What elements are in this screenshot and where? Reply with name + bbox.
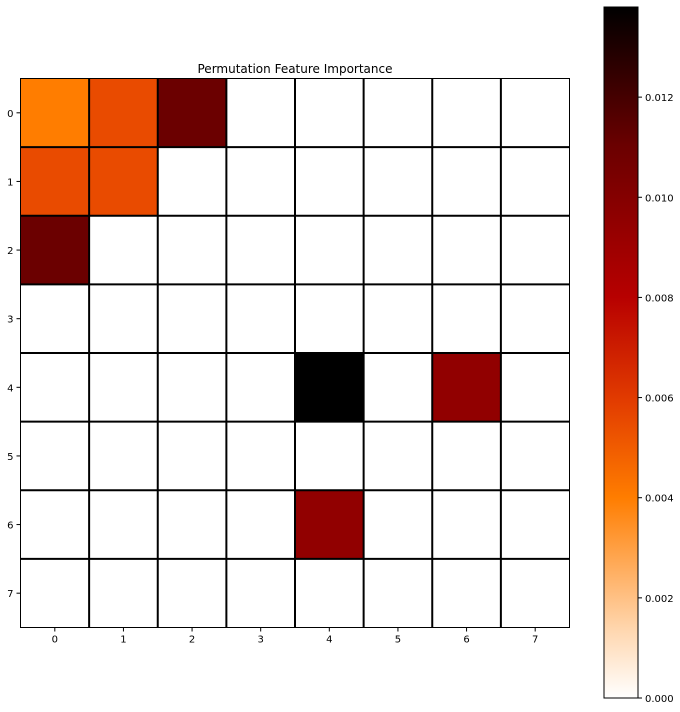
heatmap-cell (432, 558, 501, 628)
heatmap-gridlines (20, 78, 570, 628)
heatmap-cell (500, 78, 570, 148)
x-tick-label: 3 (258, 635, 264, 646)
heatmap-cell (363, 421, 433, 491)
heatmap-cell (89, 284, 158, 353)
heatmap-cell (363, 147, 433, 216)
x-tick-label: 5 (395, 635, 401, 646)
x-tick-label: 1 (120, 635, 126, 646)
heatmap-cell (363, 490, 433, 559)
colorbar-tick-label: 0.008 (645, 293, 674, 304)
heatmap-cell (20, 147, 90, 216)
heatmap-cell (226, 353, 295, 422)
heatmap-cell (157, 353, 227, 422)
heatmap-cell (89, 490, 158, 559)
heatmap-cell (295, 284, 364, 353)
heatmap-cell (226, 215, 295, 285)
heatmap-cell (432, 215, 501, 285)
colorbar-tick-label: 0.004 (645, 494, 674, 505)
heatmap-cell (157, 78, 227, 148)
colorbar-tick-label: 0.006 (645, 394, 674, 405)
x-tick-label: 0 (52, 635, 58, 646)
heatmap-cell (500, 147, 570, 216)
heatmap-cells (20, 78, 570, 628)
heatmap-cell (20, 490, 90, 559)
y-axis: 0 1 2 3 4 5 6 7 (7, 109, 21, 600)
heatmap-cell (157, 558, 227, 628)
heatmap-cell (295, 147, 364, 216)
heatmap-cell (20, 558, 90, 628)
heatmap-cell (295, 490, 364, 559)
heatmap-cell (500, 558, 570, 628)
heatmap-cell (20, 284, 90, 353)
chart-title: Permutation Feature Importance (198, 62, 393, 76)
heatmap-cell (432, 353, 501, 422)
x-tick-label: 7 (532, 635, 538, 646)
y-tick-label: 2 (7, 246, 13, 257)
heatmap-cell (295, 558, 364, 628)
heatmap-cell (157, 490, 227, 559)
y-tick-label: 6 (7, 521, 13, 532)
heatmap-cell (226, 78, 295, 148)
y-tick-label: 1 (7, 177, 13, 188)
heatmap-cell (432, 78, 501, 148)
heatmap-cell (20, 215, 90, 285)
heatmap-cell (157, 147, 227, 216)
colorbar-tick-label: 0.000 (645, 694, 674, 705)
heatmap-cell (432, 490, 501, 559)
heatmap-cell (500, 353, 570, 422)
heatmap-cell (89, 147, 158, 216)
heatmap-cell (500, 215, 570, 285)
heatmap-cell (89, 78, 158, 148)
heatmap-cell (226, 558, 295, 628)
heatmap-cell (363, 215, 433, 285)
y-tick-label: 7 (7, 589, 13, 600)
heatmap-cell (157, 215, 227, 285)
colorbar-tick-label: 0.010 (645, 193, 674, 204)
heatmap-cell (363, 284, 433, 353)
y-tick-label: 4 (7, 383, 13, 394)
heatmap-cell (295, 215, 364, 285)
heatmap-cell (432, 421, 501, 491)
heatmap-cell (89, 421, 158, 491)
colorbar-tick-label: 0.012 (645, 93, 674, 104)
heatmap-cell (500, 490, 570, 559)
x-axis: 0 1 2 3 4 5 6 7 (52, 627, 538, 646)
heatmap-cell (363, 353, 433, 422)
plot-frame (20, 78, 570, 628)
heatmap-cell (157, 421, 227, 491)
heatmap-cell (432, 147, 501, 216)
heatmap-cell (226, 284, 295, 353)
heatmap-cell (295, 353, 364, 422)
heatmap-cell (157, 284, 227, 353)
heatmap-cell (89, 353, 158, 422)
colorbar-tick-label: 0.002 (645, 594, 674, 605)
x-tick-label: 2 (189, 635, 195, 646)
heatmap-cell (89, 558, 158, 628)
heatmap-cell (226, 421, 295, 491)
heatmap-cell (20, 421, 90, 491)
x-tick-label: 6 (463, 635, 469, 646)
x-tick-label: 4 (326, 635, 332, 646)
heatmap-cell (226, 490, 295, 559)
colorbar-axis: 0.000 0.002 0.004 0.006 0.008 0.010 0.012 (638, 93, 674, 705)
heatmap-cell (20, 353, 90, 422)
heatmap-cell (295, 421, 364, 491)
heatmap-cell (500, 284, 570, 353)
heatmap-cell (363, 558, 433, 628)
y-tick-label: 0 (7, 109, 13, 120)
y-tick-label: 5 (7, 452, 13, 463)
y-tick-label: 3 (7, 315, 13, 326)
heatmap-cell (89, 215, 158, 285)
heatmap-cell (226, 147, 295, 216)
heatmap-cell (20, 78, 90, 148)
heatmap-cell (363, 78, 433, 148)
heatmap-cell (500, 421, 570, 491)
colorbar (603, 6, 639, 699)
heatmap-cell (432, 284, 501, 353)
heatmap-cell (295, 78, 364, 148)
